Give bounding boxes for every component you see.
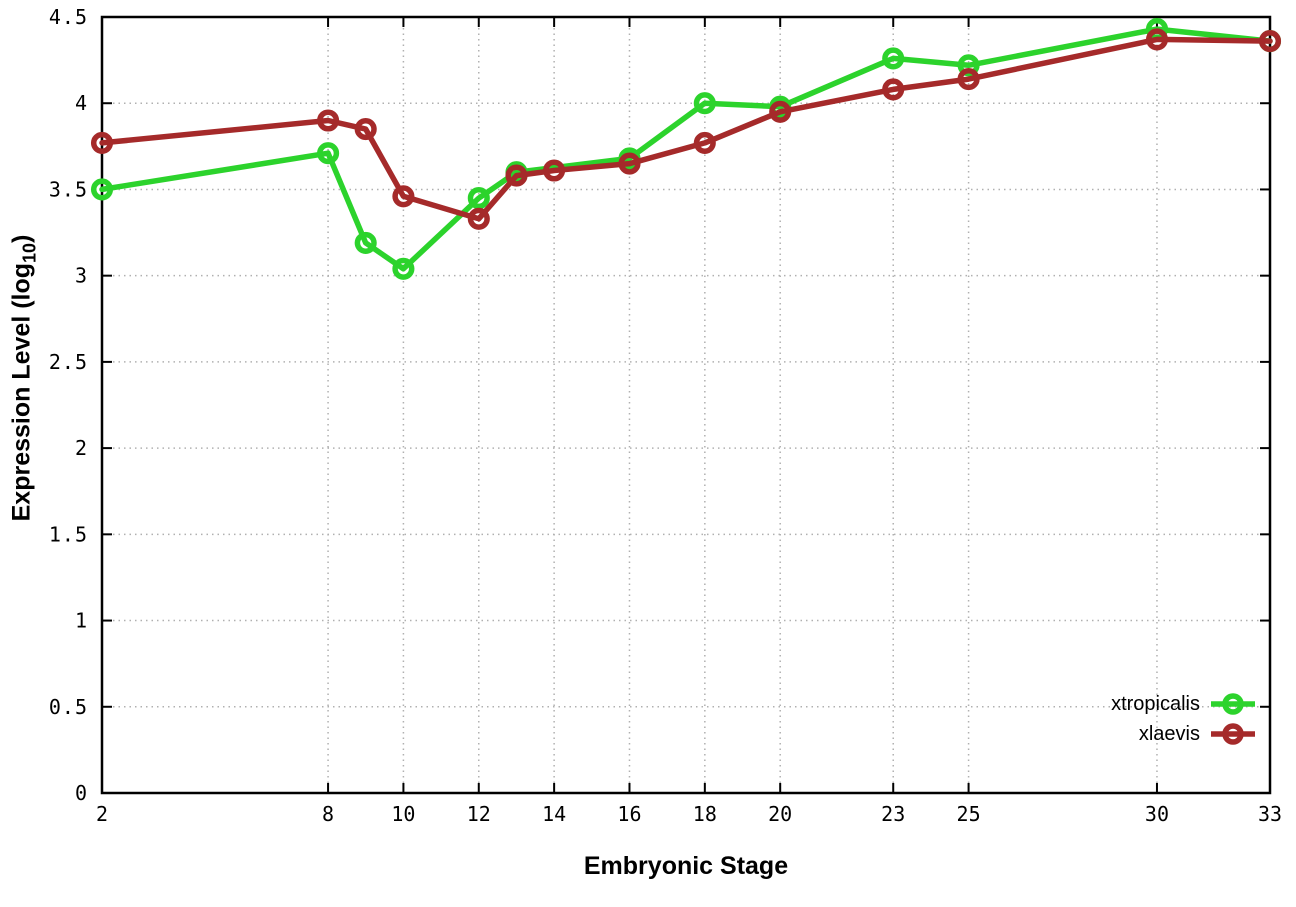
data-point-xlaevis-9 (354, 118, 377, 141)
xtropicalis-line-marker-icon (1211, 693, 1255, 715)
legend-item-xlaevis: xlaevis (1139, 720, 1256, 748)
series-line-xlaevis (99, 36, 1273, 222)
y-axis-title-close: ) (7, 234, 36, 243)
data-point-xtropicalis-23 (882, 47, 905, 70)
data-point-xlaevis-10 (392, 185, 415, 208)
y-tick-label-4.5: 4.5 (49, 5, 88, 29)
data-point-xlaevis-25 (957, 68, 980, 91)
data-point-xtropicalis-2 (90, 178, 114, 201)
x-tick-label-20: 20 (768, 802, 792, 826)
data-point-xlaevis-18 (693, 131, 716, 154)
data-point-xtropicalis-18 (693, 92, 716, 115)
y-axis-title-text: Expression Level (log (7, 262, 36, 522)
x-tick-label-25: 25 (957, 802, 981, 826)
x-tick-label-14: 14 (542, 802, 566, 826)
y-tick-label-1: 1 (75, 609, 88, 633)
data-point-xlaevis-23 (882, 78, 905, 101)
y-tick-label-0.5: 0.5 (49, 695, 88, 719)
data-point-xlaevis-2 (90, 131, 114, 154)
data-point-xtropicalis-8 (317, 142, 340, 165)
data-point-xlaevis-8 (317, 109, 340, 132)
y-tick-label-0: 0 (75, 781, 88, 805)
x-tick-label-16: 16 (617, 802, 641, 826)
series-line-xtropicalis (99, 26, 1273, 272)
y-tick-label-4: 4 (75, 91, 88, 115)
y-tick-label-3.5: 3.5 (49, 177, 88, 201)
xlaevis-line-marker-icon (1211, 723, 1255, 745)
data-point-xtropicalis-12 (467, 187, 490, 210)
x-tick-label-18: 18 (693, 802, 717, 826)
data-point-xlaevis-20 (769, 100, 792, 123)
plot-border (100, 15, 1272, 795)
legend-item-xtropicalis: xtropicalis (1111, 690, 1256, 718)
y-tick-label-1.5: 1.5 (49, 522, 88, 546)
legend-label-xtropicalis: xtropicalis (1111, 692, 1200, 715)
x-axis-title: Embryonic Stage (583, 852, 789, 880)
y-tick-label-2: 2 (75, 436, 88, 460)
x-tick-label-33: 33 (1258, 802, 1282, 826)
legend-label-xlaevis: xlaevis (1138, 722, 1200, 745)
data-point-xtropicalis-10 (392, 257, 415, 280)
x-tick-label-10: 10 (391, 802, 415, 826)
data-point-xlaevis-12 (467, 207, 490, 230)
legend: xtropicalis xlaevis (1111, 690, 1256, 748)
data-point-xlaevis-14 (543, 159, 566, 182)
x-tick-label-23: 23 (881, 802, 905, 826)
data-point-xlaevis-30 (1145, 28, 1169, 51)
y-axis-title-subscript: 10 (19, 242, 40, 263)
x-tick-label-12: 12 (467, 802, 491, 826)
x-tick-label-30: 30 (1145, 802, 1169, 826)
x-tick-label-8: 8 (322, 802, 334, 826)
data-point-xtropicalis-25 (957, 54, 980, 77)
y-tick-label-3: 3 (75, 264, 88, 288)
y-tick-label-2.5: 2.5 (49, 350, 88, 374)
data-point-xlaevis-33 (1258, 30, 1282, 53)
data-point-xlaevis-16 (618, 152, 641, 175)
data-point-xtropicalis-9 (354, 231, 377, 254)
data-point-xlaevis-13 (505, 164, 528, 187)
y-axis-title: Expression Level (log10) (8, 235, 41, 522)
x-tick-label-2: 2 (96, 802, 108, 826)
